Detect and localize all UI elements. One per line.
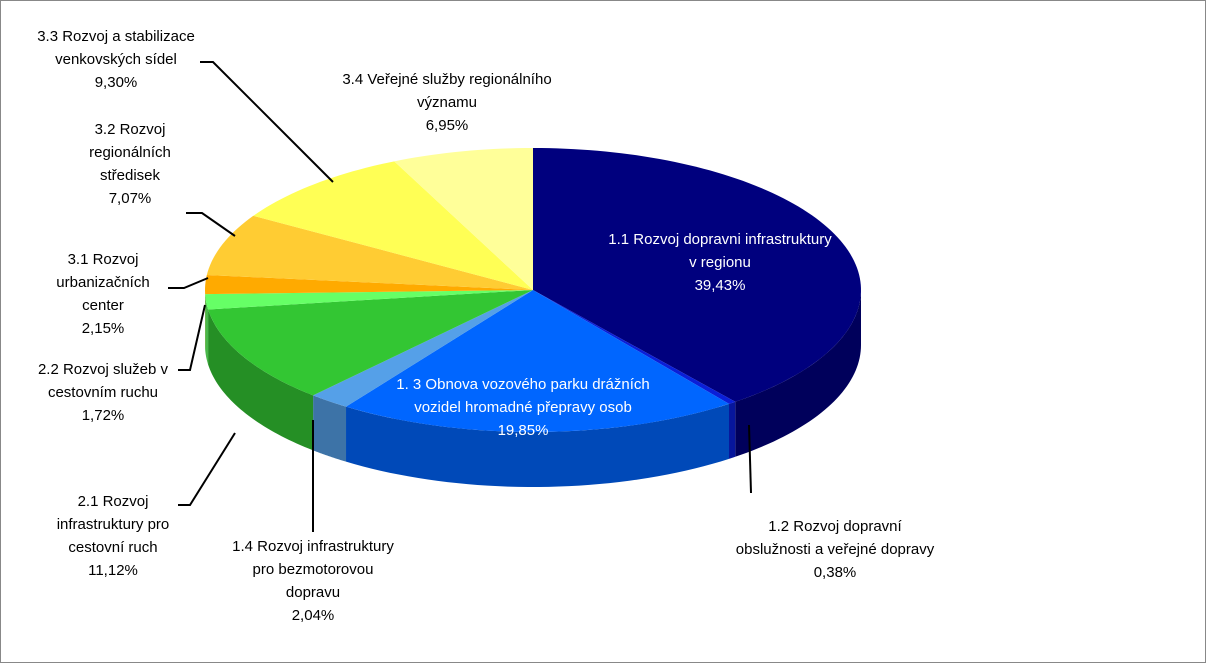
data-label: 1.1 Rozvoj dopravni infrastruktury v reg… [605,228,835,297]
slice-side [346,403,730,487]
data-label: 1.4 Rozvoj infrastruktury pro bezmotorov… [228,535,398,627]
slice [533,290,736,404]
label-value: 11,12% [88,562,138,579]
label-name: 3.2 Rozvoj regionálních středisek [89,121,171,184]
slice [253,161,534,290]
slice [394,148,533,290]
data-label: 3.3 Rozvoj a stabilizace venkovských síd… [6,25,226,94]
slice [313,290,533,407]
label-value: 9,30% [94,74,138,91]
label-name: 3.4 Veřejné služby regionálního významu [342,71,552,111]
slice-side [735,290,861,457]
label-name: 3.3 Rozvoj a stabilizace venkovských síd… [37,28,195,68]
leader-lines [168,61,752,532]
slice-side [729,401,736,459]
slice [346,290,730,432]
slice [208,290,533,396]
label-name: 3.1 Rozvoj urbanizačních center [56,251,150,314]
slice [533,148,861,402]
label-value: 39,43% [694,277,746,294]
slice-side [208,309,314,451]
pie [205,148,861,487]
label-name: 2.2 Rozvoj služeb v cestovním ruchu [37,361,169,401]
label-name: 2.1 Rozvoj infrastruktury pro cestovní r… [56,493,170,556]
slice [205,290,533,310]
label-value: 7,07% [108,190,152,207]
data-label: 2.2 Rozvoj služeb v cestovním ruchu 1,72% [13,358,193,427]
leader-line [168,277,209,289]
label-value: 19,85% [497,422,549,439]
data-label: 2.1 Rozvoj infrastruktury pro cestovní r… [33,490,193,582]
label-name: 1. 3 Obnova vozového parku drážních vozi… [396,376,650,416]
label-value: 0,38% [813,564,857,581]
data-label: 3.4 Veřejné služby regionálního významu 6… [332,68,562,137]
label-value: 2,04% [291,607,335,624]
data-label: 1. 3 Obnova vozového parku drážních vozi… [393,373,653,442]
label-name: 1.2 Rozvoj dopravní obslužnosti a veřejn… [735,518,935,558]
label-name: 1.1 Rozvoj dopravni infrastruktury v reg… [608,231,832,271]
slice [206,215,533,290]
leader-line [178,432,236,506]
label-value: 6,95% [425,117,469,134]
slice [205,275,533,295]
label-name: 1.4 Rozvoj infrastruktury pro bezmotorov… [232,538,394,601]
leader-line [178,304,206,371]
slice-side [313,395,347,462]
data-label: 3.1 Rozvoj urbanizačních center 2,15% [38,248,168,340]
leader-line [186,212,236,237]
leader-line [200,61,334,183]
leader-line [748,424,752,494]
label-value: 1,72% [81,407,125,424]
slice-side [205,294,209,365]
data-label: 3.2 Rozvoj regionálních středisek 7,07% [65,118,195,210]
label-value: 2,15% [81,320,125,337]
data-label: 1.2 Rozvoj dopravní obslužnosti a veřejn… [730,515,940,584]
